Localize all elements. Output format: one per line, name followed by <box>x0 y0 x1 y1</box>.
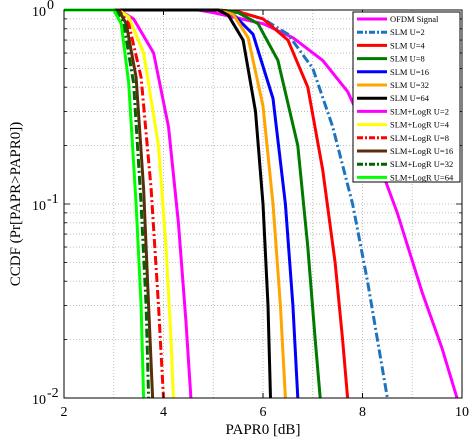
series-line-2 <box>64 8 389 399</box>
legend: OFDM Signal SLM U=2 SLM U=4 SLM U=8 SLM U=16… <box>352 11 461 183</box>
y-tick-label-exponent: 0 <box>47 0 54 13</box>
legend-label-8: SLM+LogR U=2 <box>390 106 449 116</box>
legend-label-7: SLM U=64 <box>390 93 430 103</box>
legend-label-1: OFDM Signal <box>390 14 439 24</box>
legend-label-10: SLM+LogR U=8 <box>390 133 449 143</box>
legend-label-4: SLM U=8 <box>390 54 425 64</box>
y-tick-label: 10 <box>32 199 46 214</box>
legend-label-12: SLM+LogR U=32 <box>390 159 453 169</box>
y-tick-label-exponent: -2 <box>47 386 59 401</box>
y-axis-label: CCDF (Pr[PAPR>PAPR0]) <box>8 122 24 287</box>
y-tick-label: 10 <box>32 393 46 408</box>
legend-label-9: SLM+LogR U=4 <box>390 120 450 130</box>
x-tick-label: 8 <box>359 405 366 420</box>
y-tick-label-exponent: -1 <box>47 192 59 207</box>
legend-label-13: SLM+LogR U=64 <box>390 172 454 182</box>
x-tick-label: 4 <box>160 405 167 420</box>
legend-label-11: SLM+LogR U=16 <box>390 146 453 156</box>
x-axis-label: PAPR0 [dB] <box>226 422 301 438</box>
x-tick-label: 2 <box>61 405 68 420</box>
x-tick-label: 6 <box>260 405 267 420</box>
series-line-1 <box>64 8 459 399</box>
legend-label-2: SLM U=2 <box>390 27 425 37</box>
legend-label-6: SLM U=32 <box>390 80 429 90</box>
y-tick-label: 10 <box>32 5 46 20</box>
legend-label-3: SLM U=4 <box>390 40 426 50</box>
x-tick-label: 10 <box>455 405 469 420</box>
legend-label-5: SLM U=16 <box>390 67 429 77</box>
ticks <box>63 10 463 399</box>
series-line-7 <box>64 8 272 399</box>
